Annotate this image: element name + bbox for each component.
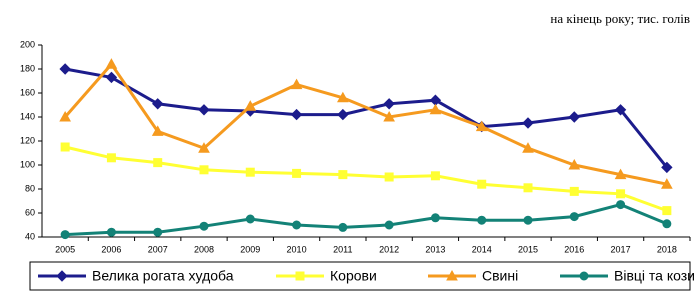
data-point xyxy=(200,222,208,230)
data-point xyxy=(292,110,302,120)
data-point xyxy=(570,187,578,195)
data-point xyxy=(524,216,532,224)
legend-label: Велика рогата худоба xyxy=(92,268,234,284)
y-tick-label: 140 xyxy=(20,111,35,121)
series-line xyxy=(65,147,667,211)
legend-marker xyxy=(57,271,67,281)
y-tick-label: 180 xyxy=(20,63,35,73)
y-tick-label: 160 xyxy=(20,87,35,97)
chart-subtitle: на кінець року; тис. голів xyxy=(550,11,690,26)
legend-marker xyxy=(296,272,304,280)
data-point xyxy=(570,213,578,221)
data-point xyxy=(385,221,393,229)
x-tick-label: 2014 xyxy=(472,244,492,254)
data-point xyxy=(246,168,254,176)
x-tick-label: 2008 xyxy=(194,244,214,254)
data-point xyxy=(431,172,439,180)
data-point xyxy=(338,110,348,120)
y-tick-label: 60 xyxy=(25,207,35,217)
data-point xyxy=(524,184,532,192)
x-tick-label: 2007 xyxy=(148,244,168,254)
y-tick-label: 80 xyxy=(25,183,35,193)
data-point xyxy=(385,173,393,181)
data-point xyxy=(339,223,347,231)
data-point xyxy=(663,220,671,228)
x-tick-label: 2005 xyxy=(55,244,75,254)
data-point xyxy=(293,221,301,229)
x-tick-label: 2015 xyxy=(518,244,538,254)
data-point xyxy=(617,201,625,209)
data-point xyxy=(199,105,209,115)
data-point xyxy=(106,59,116,68)
data-point xyxy=(60,64,70,74)
x-tick-label: 2011 xyxy=(333,244,352,254)
page: {"chart_data": {"type": "line", "subtitl… xyxy=(0,0,697,294)
data-point xyxy=(431,214,439,222)
x-tick-label: 2017 xyxy=(611,244,631,254)
x-tick-label: 2006 xyxy=(101,244,121,254)
y-tick-label: 100 xyxy=(20,159,35,169)
data-point xyxy=(384,99,394,109)
legend-label: Свині xyxy=(482,268,518,284)
data-point xyxy=(663,207,671,215)
data-point xyxy=(200,166,208,174)
legend-label: Вівці та кози xyxy=(614,268,695,284)
x-tick-label: 2009 xyxy=(240,244,260,254)
chart: на кінець року; тис. голів 40 60 80 100 120 1… xyxy=(0,0,697,294)
legend-marker xyxy=(580,272,588,280)
data-point xyxy=(61,231,69,239)
x-tick-label: 2018 xyxy=(657,244,677,254)
data-point xyxy=(293,169,301,177)
x-tick-label: 2010 xyxy=(287,244,307,254)
data-point xyxy=(478,180,486,188)
data-point xyxy=(339,171,347,179)
y-tick-label: 120 xyxy=(20,135,35,145)
y-tick-label: 200 xyxy=(20,39,35,49)
data-point xyxy=(154,159,162,167)
data-point xyxy=(107,228,115,236)
x-tick-label: 2013 xyxy=(425,244,445,254)
y-tick-label: 40 xyxy=(25,231,35,241)
data-point xyxy=(107,154,115,162)
data-point xyxy=(617,190,625,198)
data-point xyxy=(569,112,579,122)
data-point xyxy=(523,118,533,128)
data-point xyxy=(478,216,486,224)
data-point xyxy=(61,143,69,151)
x-tick-label: 2012 xyxy=(379,244,399,254)
data-point xyxy=(154,228,162,236)
data-point xyxy=(246,215,254,223)
x-tick-label: 2016 xyxy=(564,244,584,254)
legend-label: Корови xyxy=(330,268,377,284)
